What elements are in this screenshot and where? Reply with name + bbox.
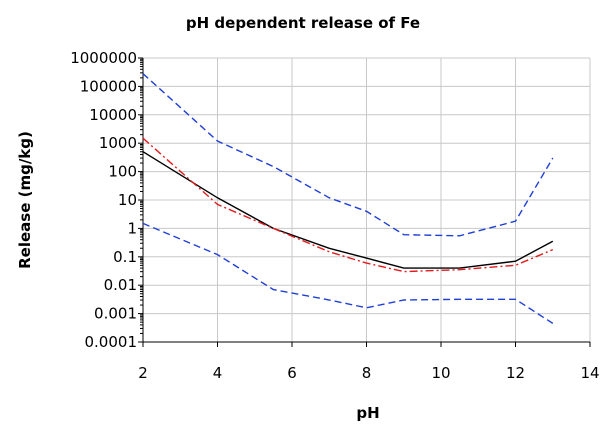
y-tick-label: 10000 (89, 106, 137, 124)
y-tick-label: 100 (108, 163, 137, 181)
y-tick-label: 10 (118, 191, 137, 209)
series-lines (142, 73, 554, 324)
series-line-1 (142, 151, 554, 269)
series-line-4 (142, 222, 554, 324)
y-tick-label: 1000 (99, 134, 137, 152)
y-tick-label: 0.01 (104, 276, 137, 294)
gridlines (142, 57, 591, 343)
y-tick-label: 0.1 (113, 248, 137, 266)
y-tick-label: 1 (127, 219, 137, 237)
y-tick-label: 0.0001 (85, 333, 138, 351)
x-tick-label: 14 (580, 364, 599, 382)
axes: 0.0001 0.001 0.01 0.1 1 10 100 1000 10000 100000 1… (70, 49, 599, 382)
y-axis-label: Release (mg/kg) (16, 131, 34, 269)
x-axis-label: pH (356, 404, 379, 422)
x-tick-label: 6 (287, 364, 297, 382)
series-line-3 (142, 73, 554, 237)
y-tick-label: 1000000 (70, 49, 137, 67)
chart-title: pH dependent release of Fe (186, 14, 420, 32)
x-tick-label: 2 (138, 364, 148, 382)
series-line-2 (142, 137, 554, 273)
x-tick-label: 10 (431, 364, 450, 382)
y-tick-label: 100000 (80, 77, 137, 95)
x-tick-label: 12 (506, 364, 525, 382)
x-tick-label: 4 (213, 364, 223, 382)
x-tick-label: 8 (362, 364, 372, 382)
y-tick-label: 0.001 (94, 305, 137, 323)
